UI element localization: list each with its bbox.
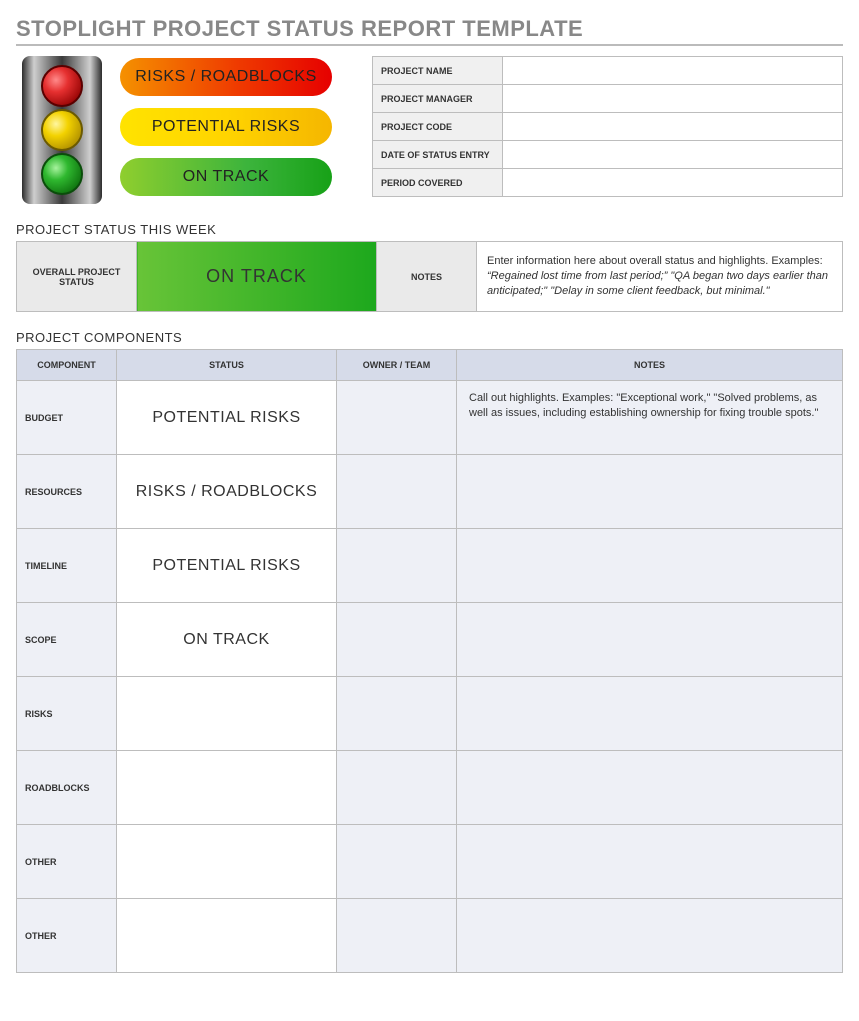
- week-notes-intro: Enter information here about overall sta…: [487, 255, 823, 267]
- component-label: RESOURCES: [17, 455, 117, 529]
- week-notes-examples: “Regained lost time from last period;” "…: [487, 270, 828, 297]
- component-label: RISKS: [17, 677, 117, 751]
- component-notes[interactable]: [457, 603, 843, 677]
- meta-value[interactable]: [503, 113, 843, 141]
- table-row: TIMELINEPOTENTIAL RISKS: [17, 529, 843, 603]
- component-owner[interactable]: [337, 381, 457, 455]
- component-notes[interactable]: Call out highlights. Examples: "Exceptio…: [457, 381, 843, 455]
- component-owner[interactable]: [337, 455, 457, 529]
- legend-red: RISKS / ROADBLOCKS: [120, 58, 332, 96]
- table-row: SCOPEON TRACK: [17, 603, 843, 677]
- meta-value[interactable]: [503, 169, 843, 197]
- components-column-header: OWNER / TEAM: [337, 350, 457, 381]
- component-label: ROADBLOCKS: [17, 751, 117, 825]
- component-owner[interactable]: [337, 603, 457, 677]
- legend-green: ON TRACK: [120, 158, 332, 196]
- overall-status-label: OVERALL PROJECT STATUS: [17, 242, 137, 312]
- meta-label: PROJECT NAME: [373, 57, 503, 85]
- components-column-header: NOTES: [457, 350, 843, 381]
- table-row: ROADBLOCKS: [17, 751, 843, 825]
- week-status-table: OVERALL PROJECT STATUS ON TRACK NOTES En…: [16, 241, 843, 312]
- components-table: COMPONENTSTATUSOWNER / TEAMNOTES BUDGETP…: [16, 349, 843, 973]
- meta-value[interactable]: [503, 141, 843, 169]
- component-notes[interactable]: [457, 455, 843, 529]
- legend-yellow: POTENTIAL RISKS: [120, 108, 332, 146]
- meta-value[interactable]: [503, 57, 843, 85]
- component-owner[interactable]: [337, 677, 457, 751]
- component-owner[interactable]: [337, 899, 457, 973]
- week-notes-body: Enter information here about overall sta…: [477, 242, 843, 312]
- component-owner[interactable]: [337, 751, 457, 825]
- component-status: [117, 825, 337, 899]
- components-column-header: STATUS: [117, 350, 337, 381]
- component-status: POTENTIAL RISKS: [117, 529, 337, 603]
- stoplight-icon: [16, 56, 108, 204]
- component-label: OTHER: [17, 899, 117, 973]
- component-owner[interactable]: [337, 825, 457, 899]
- component-label: OTHER: [17, 825, 117, 899]
- component-status: [117, 899, 337, 973]
- table-row: RESOURCESRISKS / ROADBLOCKS: [17, 455, 843, 529]
- legend: RISKS / ROADBLOCKS POTENTIAL RISKS ON TR…: [120, 56, 332, 196]
- component-status: RISKS / ROADBLOCKS: [117, 455, 337, 529]
- top-section: RISKS / ROADBLOCKS POTENTIAL RISKS ON TR…: [16, 56, 843, 204]
- component-label: SCOPE: [17, 603, 117, 677]
- meta-label: PROJECT CODE: [373, 113, 503, 141]
- week-heading: PROJECT STATUS THIS WEEK: [16, 222, 843, 237]
- meta-value[interactable]: [503, 85, 843, 113]
- component-status: [117, 677, 337, 751]
- table-row: RISKS: [17, 677, 843, 751]
- meta-label: PROJECT MANAGER: [373, 85, 503, 113]
- table-row: OTHER: [17, 899, 843, 973]
- components-column-header: COMPONENT: [17, 350, 117, 381]
- week-notes-label: NOTES: [377, 242, 477, 312]
- component-label: BUDGET: [17, 381, 117, 455]
- component-label: TIMELINE: [17, 529, 117, 603]
- component-notes[interactable]: [457, 751, 843, 825]
- overall-status-value: ON TRACK: [137, 242, 377, 312]
- meta-label: DATE OF STATUS ENTRY: [373, 141, 503, 169]
- table-row: OTHER: [17, 825, 843, 899]
- components-heading: PROJECT COMPONENTS: [16, 330, 843, 345]
- component-notes[interactable]: [457, 677, 843, 751]
- page-title: STOPLIGHT PROJECT STATUS REPORT TEMPLATE: [16, 16, 843, 46]
- component-status: POTENTIAL RISKS: [117, 381, 337, 455]
- component-status: ON TRACK: [117, 603, 337, 677]
- component-notes[interactable]: [457, 825, 843, 899]
- component-status: [117, 751, 337, 825]
- project-meta-table: PROJECT NAMEPROJECT MANAGERPROJECT CODED…: [372, 56, 843, 197]
- meta-label: PERIOD COVERED: [373, 169, 503, 197]
- component-owner[interactable]: [337, 529, 457, 603]
- table-row: BUDGETPOTENTIAL RISKS Call out highlights…: [17, 381, 843, 455]
- component-notes[interactable]: [457, 529, 843, 603]
- component-notes[interactable]: [457, 899, 843, 973]
